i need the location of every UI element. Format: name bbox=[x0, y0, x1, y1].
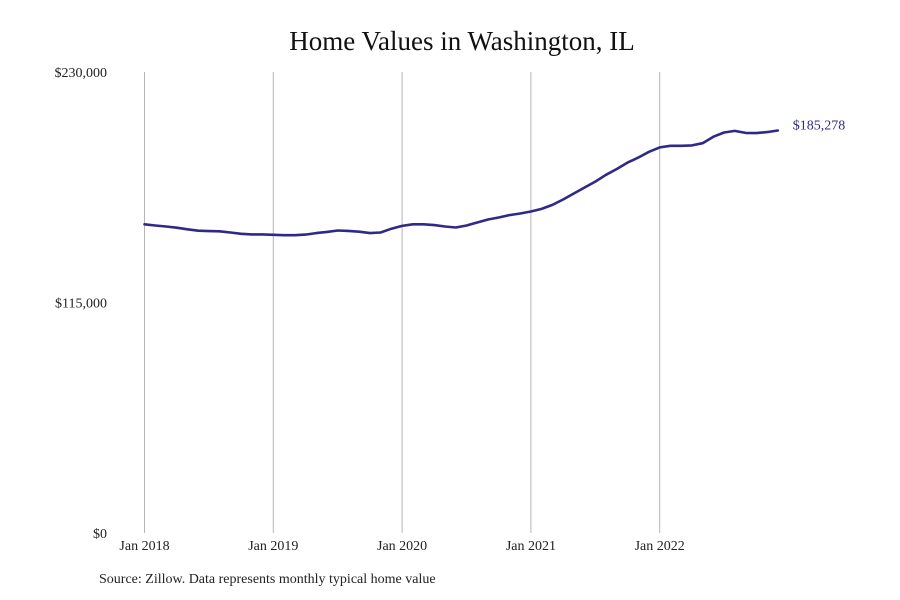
y-axis-ticks: $0 $115,000 $230,000 bbox=[55, 66, 108, 542]
y-tick-label: $0 bbox=[93, 527, 107, 542]
x-tick-label: Jan 2020 bbox=[377, 539, 427, 554]
series-line bbox=[143, 129, 780, 237]
x-tick-label: Jan 2018 bbox=[119, 539, 169, 554]
x-tick-label: Jan 2022 bbox=[635, 539, 685, 554]
end-value-label: $185,278 bbox=[793, 119, 846, 134]
x-tick-label: Jan 2019 bbox=[248, 539, 298, 554]
gridlines bbox=[144, 72, 661, 533]
y-tick-label: $115,000 bbox=[55, 297, 107, 312]
x-axis-ticks: Jan 2018 Jan 2019 Jan 2020 Jan 2021 Jan 2022 bbox=[119, 539, 684, 554]
chart-title: Home Values in Washington, IL bbox=[289, 26, 635, 56]
source-note: Source: Zillow. Data represents monthly … bbox=[99, 572, 436, 587]
x-tick-label: Jan 2021 bbox=[506, 539, 556, 554]
y-tick-label: $230,000 bbox=[55, 66, 108, 81]
